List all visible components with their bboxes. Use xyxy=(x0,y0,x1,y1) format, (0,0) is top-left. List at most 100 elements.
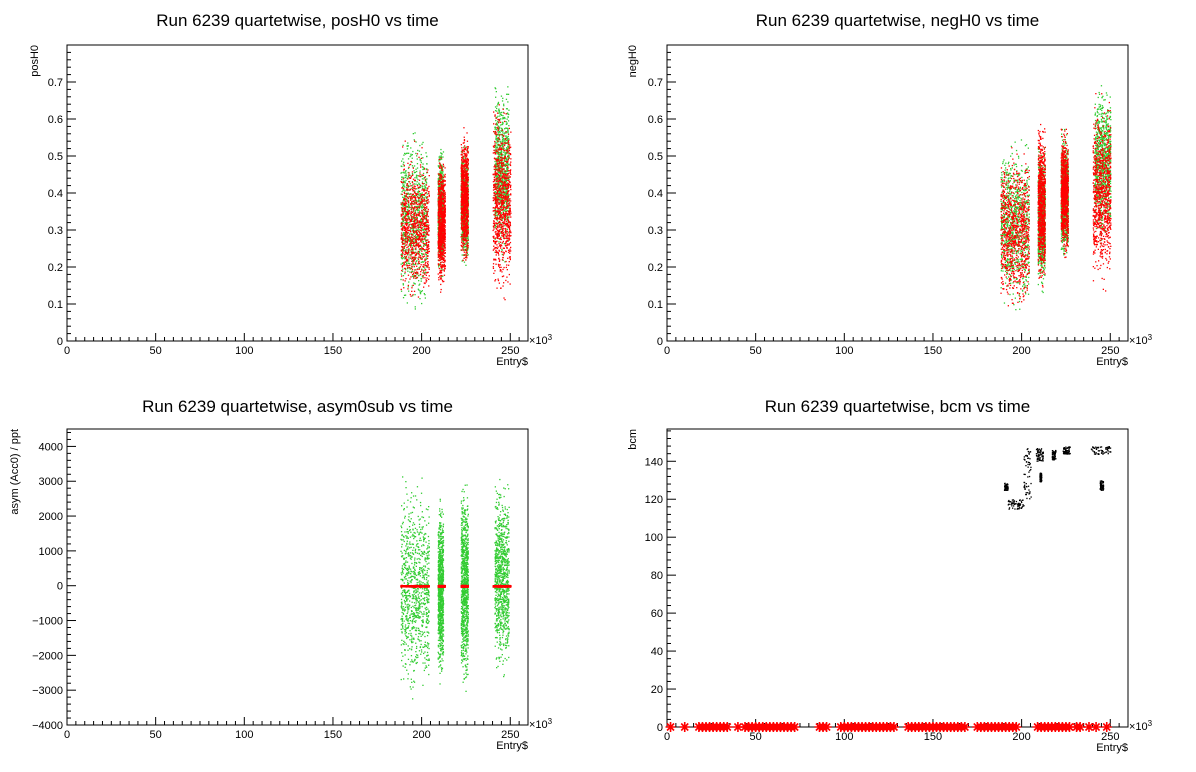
scatter-point xyxy=(405,170,407,172)
scatter-point xyxy=(428,275,430,277)
scatter-point xyxy=(421,174,423,176)
scatter-point xyxy=(422,183,424,185)
scatter-point xyxy=(411,173,414,175)
scatter-point xyxy=(421,224,424,227)
scatter-point xyxy=(410,154,412,157)
scatter-point xyxy=(409,212,411,214)
scatter-point xyxy=(421,147,423,149)
scatter-point xyxy=(410,271,413,274)
scatter-point xyxy=(421,187,424,190)
scatter-point xyxy=(441,239,443,241)
scatter-point xyxy=(420,235,422,237)
scatter-point xyxy=(416,188,418,190)
scatter-point xyxy=(494,169,496,171)
scatter-point xyxy=(408,209,410,212)
scatter-point xyxy=(440,191,442,193)
scatter-point xyxy=(420,277,422,280)
scatter-point xyxy=(402,242,405,245)
scatter-point xyxy=(412,237,414,239)
scatter-point xyxy=(409,236,411,238)
scatter-point xyxy=(498,160,500,162)
scatter-point xyxy=(498,155,500,157)
scatter-point xyxy=(410,207,413,210)
scatter-point xyxy=(416,177,418,179)
scatter-point xyxy=(414,222,416,225)
scatter-point xyxy=(466,232,468,235)
scatter-point xyxy=(437,179,440,181)
scatter-point xyxy=(420,256,422,258)
scatter-point xyxy=(415,241,418,243)
scatter-point xyxy=(500,114,503,116)
scatter-point xyxy=(501,253,503,256)
scatter-point xyxy=(421,178,424,180)
scatter-point xyxy=(410,153,412,155)
scatter-point xyxy=(502,183,504,185)
scatter-point xyxy=(415,263,417,265)
scatter-point xyxy=(402,233,404,235)
scatter-point xyxy=(415,271,418,273)
scatter-point xyxy=(439,237,442,239)
scatter-point xyxy=(410,185,412,187)
scatter-point xyxy=(419,211,421,213)
scatter-point xyxy=(418,198,420,200)
scatter-point xyxy=(425,215,427,217)
scatter-point xyxy=(401,181,403,184)
scatter-point xyxy=(409,254,411,256)
scatter-point xyxy=(405,269,407,271)
scatter-point xyxy=(403,263,405,265)
scatter-point xyxy=(407,219,409,221)
scatter-point xyxy=(415,152,417,155)
scatter-point xyxy=(427,252,429,254)
scatter-point xyxy=(465,146,467,148)
scatter-point xyxy=(424,206,427,209)
scatter-point xyxy=(506,190,508,192)
scatter-point xyxy=(425,187,427,189)
scatter-point xyxy=(407,262,410,265)
scatter-point xyxy=(411,295,414,297)
scatter-point xyxy=(421,254,423,256)
scatter-point xyxy=(417,263,420,265)
scatter-point xyxy=(419,233,421,235)
scatter-point xyxy=(495,201,498,203)
scatter-point xyxy=(498,138,501,140)
scatter-point xyxy=(421,238,423,240)
scatter-point xyxy=(405,256,408,258)
scatter-point xyxy=(425,168,428,171)
scatter-point xyxy=(421,302,423,305)
scatter-point xyxy=(426,201,428,203)
scatter-point xyxy=(411,154,413,156)
scatter-point xyxy=(425,229,427,231)
scatter-point xyxy=(494,141,496,143)
scatter-point xyxy=(424,222,426,224)
scatter-point xyxy=(419,229,421,231)
scatter-point xyxy=(438,172,440,174)
scatter-point xyxy=(441,179,444,181)
scatter-point xyxy=(444,255,446,258)
scatter-point xyxy=(426,262,429,265)
scatter-point xyxy=(423,189,425,191)
scatter-point xyxy=(428,267,430,269)
scatter-point xyxy=(418,280,420,282)
scatter-point xyxy=(406,246,408,249)
scatter-point xyxy=(416,273,418,275)
scatter-point xyxy=(442,175,444,177)
scatter-point xyxy=(500,177,503,179)
scatter-point xyxy=(418,254,420,256)
scatter-point xyxy=(403,229,405,232)
scatter-point xyxy=(501,184,503,186)
scatter-point xyxy=(501,136,504,139)
scatter-point xyxy=(402,189,404,191)
scatter-point xyxy=(419,290,421,292)
scatter-point xyxy=(401,193,403,196)
scatter-point xyxy=(410,204,412,206)
scatter-point xyxy=(502,117,505,119)
scatter-point xyxy=(420,241,422,243)
scatter-point xyxy=(404,213,407,215)
scatter-point xyxy=(405,179,407,182)
scatter-point xyxy=(506,93,508,95)
scatter-point xyxy=(416,204,418,206)
scatter-point xyxy=(439,221,441,223)
scatter-point xyxy=(507,132,509,134)
scatter-point xyxy=(404,253,407,255)
scatter-point xyxy=(412,207,414,209)
